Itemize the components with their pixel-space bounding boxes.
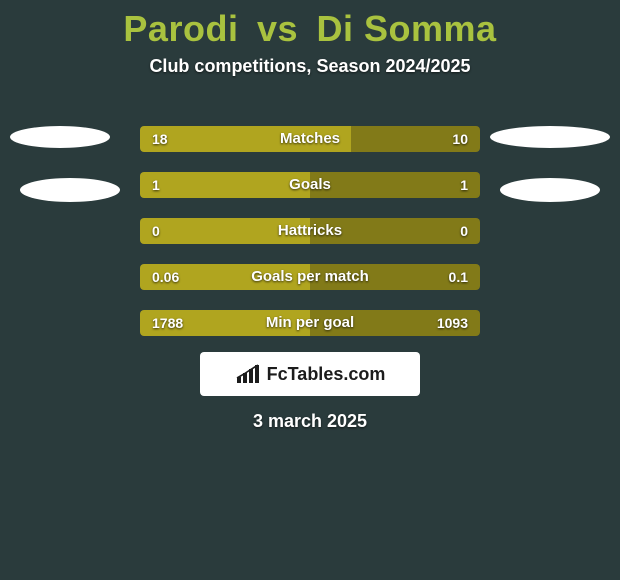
stat-label: Matches (140, 126, 480, 152)
stat-row: 00Hattricks (140, 218, 480, 244)
logo-text: FcTables.com (267, 364, 386, 385)
stat-label: Goals (140, 172, 480, 198)
title: Parodi vs Di Somma (0, 0, 620, 50)
subtitle: Club competitions, Season 2024/2025 (0, 56, 620, 77)
player1-club-avatar (20, 178, 120, 202)
logo-box: FcTables.com (200, 352, 420, 396)
stat-label: Min per goal (140, 310, 480, 336)
date: 3 march 2025 (0, 411, 620, 432)
comparison-card: Parodi vs Di Somma Club competitions, Se… (0, 0, 620, 580)
player2-club-avatar (500, 178, 600, 202)
stat-row: 1810Matches (140, 126, 480, 152)
player1-name: Parodi (123, 8, 238, 49)
stat-label: Goals per match (140, 264, 480, 290)
bars-icon (235, 363, 261, 385)
title-sep: vs (257, 8, 298, 49)
player1-avatar (10, 126, 110, 148)
stat-row: 17881093Min per goal (140, 310, 480, 336)
player2-name: Di Somma (317, 8, 497, 49)
stat-label: Hattricks (140, 218, 480, 244)
stat-row: 11Goals (140, 172, 480, 198)
stat-row: 0.060.1Goals per match (140, 264, 480, 290)
player2-avatar (490, 126, 610, 148)
